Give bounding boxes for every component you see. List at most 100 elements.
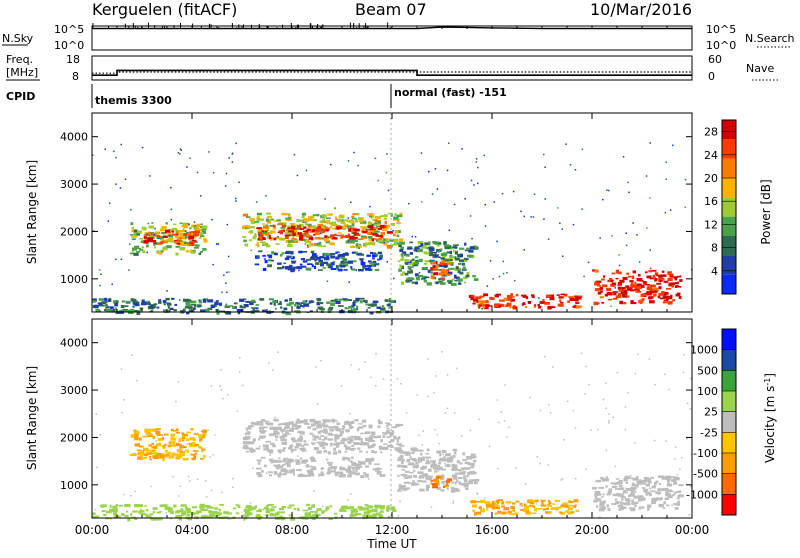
power-cell	[193, 236, 196, 239]
velocity-cell	[393, 436, 397, 439]
velocity-speck	[94, 508, 96, 511]
velocity-cell	[327, 461, 333, 464]
velocity-speck	[135, 379, 138, 382]
power-speck	[371, 223, 374, 226]
power-cell	[316, 256, 321, 260]
power-cell	[332, 227, 337, 230]
power-cell	[273, 237, 277, 241]
velocity-cell	[599, 502, 605, 506]
velocity-cell	[643, 489, 647, 493]
power-cell	[356, 305, 359, 309]
power-cell	[312, 214, 319, 216]
velocity-cell	[260, 470, 264, 473]
power-cell	[615, 271, 620, 274]
power-cell	[200, 223, 203, 226]
power-cell	[272, 226, 277, 230]
velocity-cell	[603, 478, 609, 482]
power-cell	[644, 295, 647, 297]
power-speck	[179, 153, 181, 155]
velocity-cell	[254, 505, 257, 508]
power-cell	[674, 282, 679, 285]
power-cell	[617, 293, 622, 296]
power-speck	[581, 148, 584, 151]
velocity-cell	[473, 482, 478, 485]
velocity-cell	[501, 505, 505, 508]
power-cell	[266, 215, 273, 218]
velocity-cell	[599, 501, 606, 504]
velocity-cell	[307, 506, 312, 511]
velocity-cell	[151, 442, 155, 445]
velocity-cell	[373, 436, 379, 439]
velocity-cell	[179, 451, 186, 454]
power-speck	[228, 157, 230, 159]
velocity-cell	[334, 419, 338, 422]
velocity-cell	[379, 451, 383, 454]
velocity-cell	[292, 439, 297, 443]
velocity-cell	[278, 450, 282, 454]
power-cell	[346, 219, 351, 223]
power-cell	[623, 302, 627, 305]
power-cell	[430, 275, 435, 279]
velocity-ytick-label: 2000	[60, 431, 88, 444]
velocity-cell	[289, 422, 293, 425]
velocity-cell	[442, 485, 445, 489]
velocity-cell	[265, 511, 270, 514]
velocity-cell	[350, 449, 355, 451]
velocity-cell	[290, 437, 296, 441]
power-speck	[189, 157, 191, 159]
power-speck	[583, 275, 585, 278]
power-cell	[325, 217, 331, 220]
velocity-cell	[285, 469, 289, 473]
velocity-cell	[325, 458, 329, 461]
power-cell	[266, 235, 269, 239]
velocity-cell	[374, 463, 380, 466]
power-speck	[293, 153, 296, 156]
power-cell	[478, 296, 482, 299]
velocity-cell	[199, 437, 203, 441]
power-speck	[424, 277, 427, 280]
power-cell	[320, 231, 323, 235]
power-speck	[665, 178, 667, 180]
velocity-cell	[181, 453, 185, 457]
velocity-speck	[405, 412, 408, 414]
power-cell	[629, 280, 634, 283]
velocity-cell	[167, 509, 171, 513]
power-cell	[459, 253, 463, 257]
power-cell	[656, 274, 662, 277]
power-cell	[424, 276, 430, 279]
power-cell	[615, 270, 619, 273]
velocity-cell	[270, 433, 276, 436]
velocity-cell	[368, 436, 373, 441]
velocity-cell	[339, 467, 345, 471]
power-colorbar-segment	[722, 216, 736, 236]
power-speck	[238, 181, 240, 184]
power-cell	[342, 261, 348, 264]
power-cell	[285, 251, 290, 254]
velocity-cell	[368, 461, 372, 465]
power-cell	[640, 293, 645, 297]
power-cell	[350, 218, 354, 221]
velocity-cell	[333, 443, 337, 446]
velocity-cell	[273, 464, 279, 467]
velocity-cell	[413, 474, 417, 478]
velocity-cell	[650, 476, 654, 479]
power-cell	[287, 227, 291, 230]
power-cell	[369, 212, 374, 216]
velocity-cell	[482, 509, 486, 512]
power-cell	[207, 299, 214, 303]
velocity-cell	[347, 421, 354, 424]
velocity-cell	[647, 480, 652, 484]
velocity-cell	[339, 433, 343, 437]
power-speck	[403, 254, 406, 256]
velocity-cell	[398, 451, 405, 453]
power-cell	[384, 220, 387, 224]
velocity-cell	[328, 517, 334, 520]
power-speck	[532, 216, 535, 218]
power-cell	[557, 303, 562, 307]
velocity-cell	[175, 515, 180, 518]
power-cell	[309, 229, 316, 233]
power-speck	[109, 297, 111, 300]
velocity-cell	[140, 509, 144, 513]
power-cell	[437, 256, 441, 258]
velocity-cell	[470, 500, 477, 504]
